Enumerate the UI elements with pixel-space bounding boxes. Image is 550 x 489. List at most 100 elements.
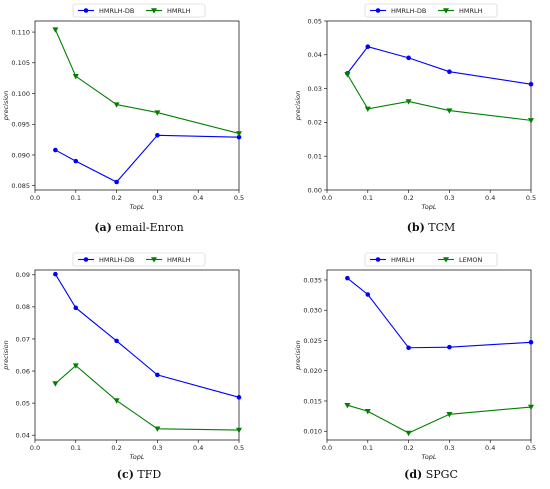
x-axis-label: TopL	[130, 453, 145, 461]
data-point-hmrlh	[236, 427, 242, 434]
legend: HMRLH-DB HMRLH	[72, 3, 206, 18]
y-tick-label: 0.06	[16, 367, 30, 375]
data-point-hmrlh	[154, 110, 161, 116]
x-tick-label: 0.2	[403, 444, 413, 452]
x-axis-label: TopL	[422, 453, 437, 461]
data-point-hmrlh	[365, 292, 371, 297]
data-point-hmrlh-db	[365, 44, 371, 49]
x-tick-label: 0.1	[363, 194, 373, 202]
x-tick-label: 0.2	[111, 444, 121, 452]
caption-text: SPGC	[422, 468, 458, 481]
caption-text: TCM	[425, 221, 456, 234]
x-tick-label: 0.3	[152, 194, 162, 202]
data-point-hmrlh	[113, 398, 120, 404]
legend-box	[364, 3, 498, 18]
plot-frame	[326, 20, 532, 191]
subfigure-caption: (a) email-Enron	[94, 221, 183, 234]
data-point-hmrlh	[113, 102, 120, 108]
legend-marker	[83, 257, 89, 262]
y-tick-label: 0.07	[16, 335, 30, 343]
data-point-hmrlh-db	[155, 133, 160, 138]
subfigure-caption: (d) SPGC	[404, 468, 458, 481]
legend-box	[72, 3, 206, 18]
x-tick-label: 0.2	[403, 194, 413, 202]
data-point-hmrlh	[528, 339, 534, 345]
x-tick-label: 0.2	[111, 194, 121, 202]
series-line-hmrlh-db	[54, 273, 240, 398]
data-point-hmrlh	[364, 106, 371, 113]
data-point-hmrlh	[405, 99, 412, 105]
data-point-hmrlh	[345, 275, 350, 281]
x-tick-label: 0.4	[193, 194, 203, 202]
legend-box	[364, 252, 498, 267]
data-point-lemon	[344, 402, 351, 409]
series-line-hmrlh	[55, 364, 240, 431]
data-point-hmrlh-db	[73, 305, 79, 311]
subfigure-caption: (c) TFD	[117, 468, 162, 481]
y-tick-label: 0.04	[308, 51, 322, 59]
data-point-hmrlh-db	[406, 55, 411, 61]
series-line-hmrlh-db	[346, 46, 532, 85]
y-tick-label: 0.05	[308, 17, 322, 25]
y-tick-label: 0.095	[11, 121, 30, 129]
caption-text: email-Enron	[112, 221, 184, 234]
y-axis-label: precision	[294, 340, 302, 370]
caption-letter: (d)	[404, 468, 422, 481]
legend-marker	[443, 8, 449, 14]
legend-marker	[83, 8, 89, 13]
series-line-hmrlh	[346, 74, 532, 121]
data-point-hmrlh	[528, 118, 534, 124]
legend-label: LEMON	[459, 256, 482, 264]
data-point-hmrlh	[154, 426, 161, 432]
y-axis-label: precision	[294, 91, 302, 121]
x-tick-label: 0.5	[234, 194, 244, 202]
chart-panel-2: 0.0 0.1 0.2 0.3 0.4 0.5 0.04 0.05 0.06 0.07 0.08 0.…	[2, 252, 244, 481]
y-tick-label: 0.105	[11, 59, 30, 67]
y-tick-label: 0.08	[16, 303, 30, 311]
series-line-hmrlh-db	[55, 134, 240, 183]
legend-label: HMRLH	[391, 256, 415, 264]
data-point-hmrlh-db	[236, 134, 242, 140]
y-tick-label: 0.04	[16, 431, 30, 439]
legend-marker	[375, 8, 381, 13]
data-point-hmrlh-db	[53, 147, 58, 153]
data-point-lemon	[446, 412, 453, 418]
legend-label: HMRLH	[459, 7, 483, 15]
y-tick-label: 0.085	[11, 182, 30, 190]
x-tick-label: 0.5	[526, 444, 536, 452]
chart-panel-0: 0.0 0.1 0.2 0.3 0.4 0.5 0.085 0.090 0.095 0.100 0.…	[2, 3, 244, 234]
y-tick-label: 0.01	[308, 153, 322, 161]
y-axis-label: precision	[2, 91, 10, 121]
caption-text: TFD	[134, 468, 161, 481]
caption-letter: (b)	[407, 221, 425, 234]
x-tick-label: 0.0	[30, 194, 40, 202]
legend: HMRLH-DB HMRLH	[72, 252, 206, 267]
y-tick-label: 0.00	[308, 186, 322, 194]
plot-frame	[34, 20, 240, 191]
legend: HMRLH LEMON	[364, 252, 498, 267]
legend-marker	[151, 257, 157, 263]
y-axis-label: precision	[2, 340, 10, 370]
data-point-hmrlh	[52, 27, 59, 33]
legend-marker	[375, 257, 381, 262]
data-point-hmrlh	[446, 108, 453, 114]
legend-label: HMRLH-DB	[99, 256, 134, 264]
x-tick-label: 0.5	[526, 194, 536, 202]
plot-frame	[34, 269, 240, 441]
chart-panel-3: 0.0 0.1 0.2 0.3 0.4 0.5 0.010 0.015 0.020 0.025 0.…	[294, 252, 536, 481]
chart-panel-1: 0.0 0.1 0.2 0.3 0.4 0.5 0.00 0.01 0.02 0.03 0.04 0.…	[294, 3, 536, 234]
x-tick-label: 0.4	[485, 444, 495, 452]
data-point-lemon	[405, 430, 412, 437]
data-point-lemon	[528, 404, 534, 411]
data-point-hmrlh	[72, 74, 79, 80]
x-tick-label: 0.1	[71, 194, 81, 202]
y-tick-label: 0.015	[303, 397, 322, 405]
y-tick-label: 0.05	[16, 399, 30, 407]
y-tick-label: 0.020	[303, 367, 322, 375]
data-point-hmrlh-db	[53, 271, 58, 277]
data-point-hmrlh-db	[236, 395, 242, 400]
y-tick-label: 0.035	[303, 276, 322, 284]
legend-marker	[443, 257, 449, 263]
x-tick-label: 0.1	[71, 444, 81, 452]
